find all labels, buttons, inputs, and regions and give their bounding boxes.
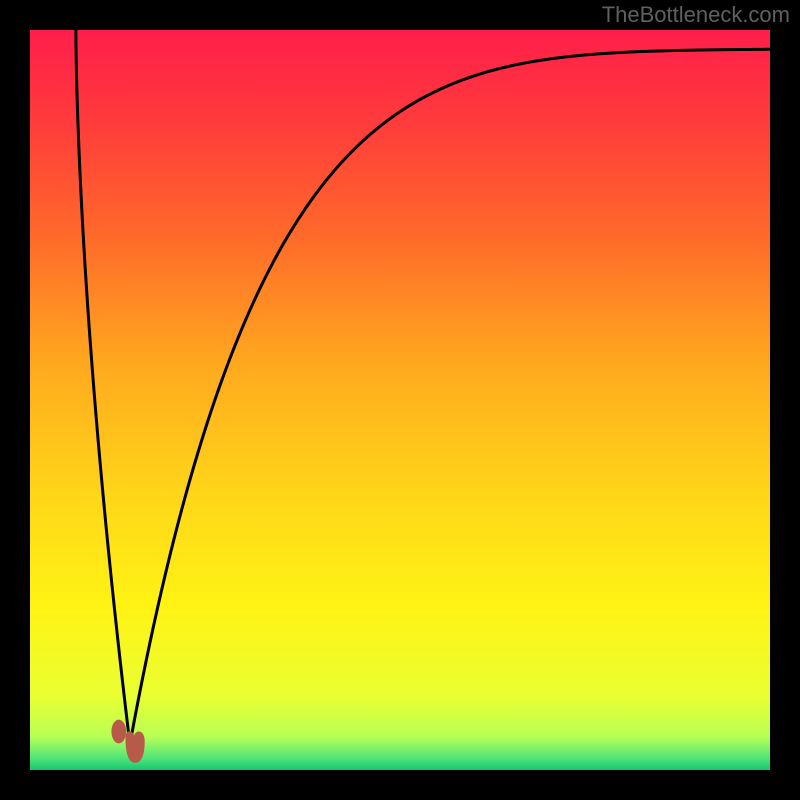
stage: TheBottleneck.com <box>0 0 800 800</box>
bottleneck-chart <box>30 30 770 770</box>
dip-marker <box>111 720 126 744</box>
chart-background <box>30 30 770 770</box>
watermark-text: TheBottleneck.com <box>602 2 790 28</box>
